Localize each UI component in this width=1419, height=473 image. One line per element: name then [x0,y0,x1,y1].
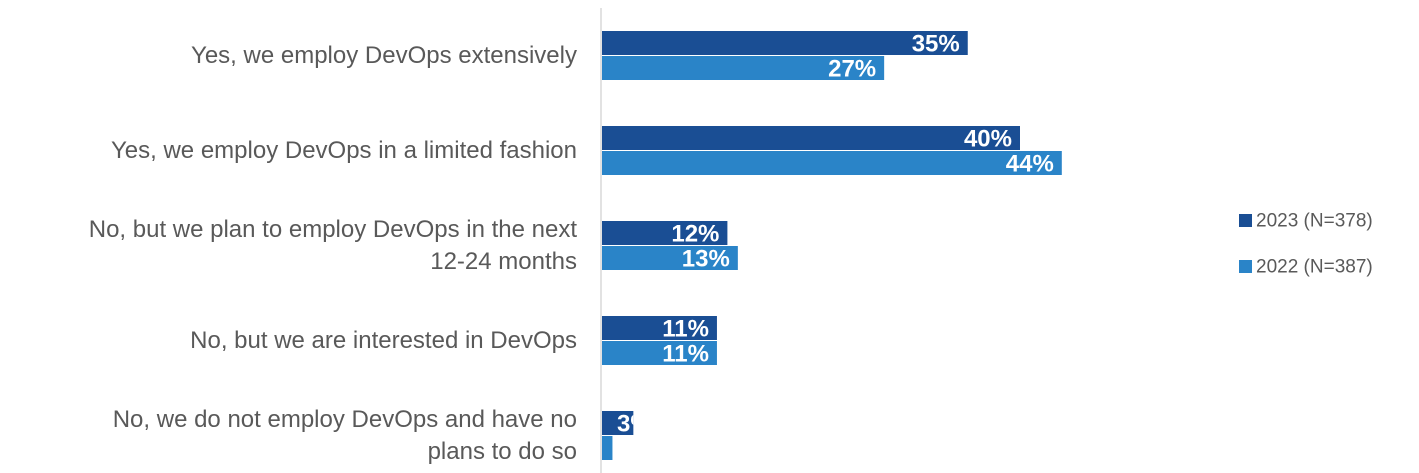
data-label: 13% [682,246,730,273]
bar-series-1 [602,126,1020,150]
legend-swatch [1239,214,1252,227]
category-label-line: 12-24 months [430,248,577,275]
bar-series-2 [602,436,613,460]
legend-swatch [1239,260,1252,273]
category-label: Yes, we employ DevOps in a limited fashi… [111,137,577,164]
category-label: No, we do not employ DevOps and have no p… [113,406,577,465]
category-label: No, but we plan to employ DevOps in the … [89,216,578,275]
data-labels: 35% 27% 40%44% 12%13% 11%11% 3% [617,31,1054,438]
bar-series-1 [602,221,728,245]
legend: 2023 (N=378) 2022 (N=387) [1239,211,1373,278]
category-label-line: No, but we plan to employ DevOps in the … [89,216,578,243]
data-label: 27% [828,56,876,83]
data-label: 12% [671,221,719,248]
category-label-line: Yes, we employ DevOps in a limited fashi… [111,137,577,164]
bar-series-2 [602,151,1062,175]
data-label: 44% [1006,151,1054,178]
category-label-line: plans to do so [428,438,577,465]
data-label: 35% [912,31,960,58]
category-label-line: No, we do not employ DevOps and have no [113,406,577,433]
category-label: No, but we are interested in DevOps [190,327,577,354]
legend-label: 2023 (N=378) [1256,211,1373,232]
category-label-line: No, but we are interested in DevOps [190,327,577,354]
bars [602,31,1062,460]
bar-series-1 [602,316,717,340]
data-label: 3% [617,411,652,438]
bar-series-2 [602,341,717,365]
category-label: Yes, we employ DevOps extensively [191,42,577,69]
data-label: 11% [662,341,709,368]
bar-series-1 [602,31,968,55]
category-label-line: Yes, we employ DevOps extensively [191,42,577,69]
data-label: 40% [964,126,1012,153]
bar-series-2 [602,246,738,270]
legend-label: 2022 (N=387) [1256,257,1373,278]
bar-series-2 [602,56,885,80]
bar-series-1 [602,411,634,435]
data-label: 11% [662,316,709,343]
category-labels: Yes, we employ DevOps extensively Yes, we… [89,42,578,465]
